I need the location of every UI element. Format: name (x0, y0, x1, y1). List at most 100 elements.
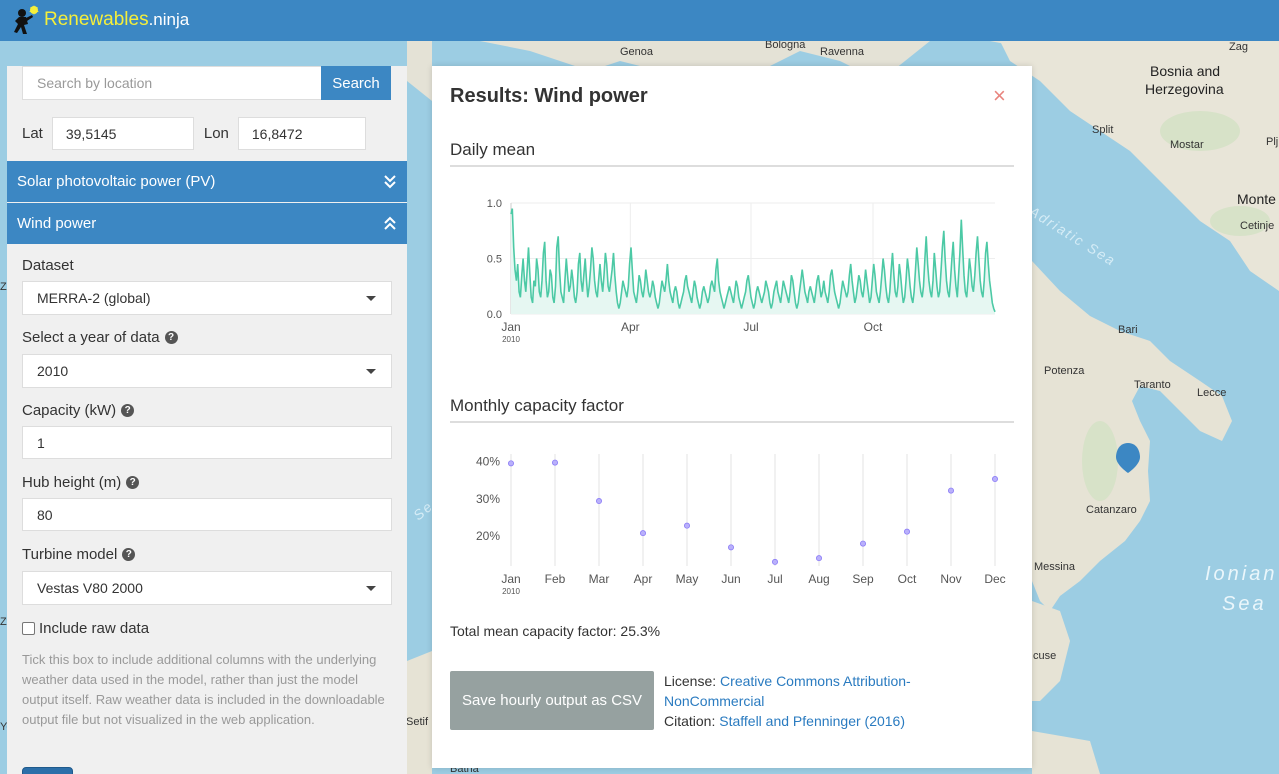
map-label-monte: Monte (1237, 191, 1276, 207)
raw-data-checkbox[interactable] (22, 622, 35, 635)
license-label: License: (664, 673, 717, 689)
monthly-x-year-label: 2010 (502, 587, 520, 596)
daily-x-tick-label: Jan (501, 320, 520, 334)
map-label-sea: Sea (1222, 593, 1267, 615)
help-icon[interactable]: ? (121, 404, 135, 417)
accordion-solar-pv[interactable]: Solar photovoltaic power (PV) (7, 161, 407, 202)
accordion-solar-label: Solar photovoltaic power (PV) (17, 173, 216, 190)
ninja-logo-icon (14, 5, 39, 34)
daily-mean-title: Daily mean (450, 140, 536, 159)
turbine-select[interactable]: Vestas V80 2000 (22, 571, 392, 605)
daily-mean-line (510, 208, 996, 313)
citation-label: Citation: (664, 713, 716, 729)
section-divider (450, 421, 1014, 423)
map-label-bosnia: Bosnia and (1150, 63, 1221, 79)
map-label-bologna: Bologna (765, 41, 806, 51)
monthly-x-tick-label: Jun (721, 572, 740, 586)
accordion-wind-power[interactable]: Wind power (7, 203, 407, 244)
help-icon[interactable]: ? (122, 548, 136, 561)
monthly-x-tick-label: Feb (545, 572, 566, 586)
monthly-x-tick-label: Nov (940, 572, 961, 586)
map-label-setif: Setif (406, 716, 429, 728)
monthly-cf-chart[interactable]: 20% 30% 40% Jan Feb Mar Apr May Jun Jul Aug Sep Oct N… (450, 444, 1014, 606)
daily-x-tick-label: Oct (864, 320, 883, 334)
map-label-batna: Batna (450, 763, 479, 774)
daily-x-year-label: 2010 (502, 335, 520, 344)
lon-label: Lon (203, 125, 229, 142)
map-label-mostar: Mostar (1170, 139, 1204, 151)
map-label-messina: Messina (1034, 561, 1075, 573)
run-button[interactable] (22, 767, 73, 774)
map-label-bari: Bari (1118, 324, 1138, 336)
map-label-cetinje: Cetinje (1240, 220, 1275, 232)
license-info: License: Creative Commons Attribution-No… (664, 671, 984, 731)
map-label-split: Split (1092, 124, 1114, 136)
year-value: 2010 (37, 363, 69, 379)
daily-x-tick-label: Jul (743, 320, 758, 334)
raw-data-label: Include raw data (39, 620, 150, 637)
daily-mean-area (511, 208, 995, 314)
map-label-genoa: Genoa (620, 46, 654, 58)
monthly-x-tick-label: Mar (589, 572, 610, 586)
chevron-double-down-icon (384, 175, 396, 189)
daily-y-tick-label: 1.0 (487, 198, 502, 210)
accordion-wind-label: Wind power (17, 215, 97, 232)
license-link[interactable]: Creative Commons Attribution-NonCommerci… (664, 673, 911, 709)
monthly-y-tick-label: 40% (476, 454, 500, 468)
search-input[interactable] (22, 66, 321, 100)
help-icon[interactable]: ? (164, 331, 178, 344)
monthly-cf-point (639, 530, 646, 537)
monthly-cf-point (947, 487, 954, 494)
help-icon[interactable]: ? (126, 476, 140, 489)
daily-x-tick-label: Apr (621, 320, 640, 334)
map-label-zt: Zt (0, 616, 10, 628)
monthly-cf-point (903, 528, 910, 535)
map-label-ravenna: Ravenna (820, 46, 865, 58)
map-label-ionian: Ionian (1205, 563, 1278, 585)
location-marker (1116, 443, 1140, 473)
lon-input[interactable]: 16,8472 (237, 117, 366, 150)
monthly-cf-point (683, 522, 690, 529)
section-divider (450, 165, 1014, 167)
results-title: Results: Wind power (450, 85, 648, 107)
hub-height-input[interactable]: 80 (22, 498, 392, 531)
map-label-potenza: Potenza (1044, 365, 1085, 377)
monthly-x-tick-label: Apr (634, 572, 653, 586)
monthly-x-tick-label: Sep (852, 572, 874, 586)
search-row: Search (22, 66, 393, 100)
monthly-x-tick-label: Jan (501, 572, 520, 586)
year-select[interactable]: 2010 (22, 354, 392, 388)
map-label-zag: Zag (1229, 41, 1248, 53)
raw-data-option: Include raw data (22, 620, 149, 637)
monthly-y-tick-label: 30% (476, 492, 500, 506)
search-button[interactable]: Search (321, 66, 391, 100)
hub-height-label: Hub height (m)? (22, 474, 140, 491)
dataset-select[interactable]: MERRA-2 (global) (22, 281, 392, 315)
save-csv-button[interactable]: Save hourly output as CSV (450, 671, 654, 730)
close-icon[interactable]: × (993, 83, 1006, 108)
lat-input[interactable]: 39,5145 (51, 117, 194, 150)
daily-mean-chart[interactable]: 0.0 0.5 1.0 Jan Apr Jul Oct 2010 (450, 186, 1014, 351)
citation-link[interactable]: Staffell and Pfenninger (2016) (719, 713, 906, 729)
brand-logo[interactable]: Renewables.ninja (10, 4, 189, 36)
caret-down-icon (366, 586, 376, 591)
monthly-cf-point (552, 459, 559, 466)
dataset-value: MERRA-2 (global) (37, 290, 151, 306)
monthly-x-tick-label: May (676, 572, 699, 586)
results-modal: Results: Wind power × Daily mean 0.0 0.5 1… (432, 66, 1032, 768)
dataset-label: Dataset (22, 257, 74, 274)
capacity-label: Capacity (kW)? (22, 402, 135, 419)
map-land-shapes (0, 41, 1279, 774)
daily-y-tick-label: 0.0 (487, 309, 502, 321)
capacity-input[interactable]: 1 (22, 426, 392, 459)
monthly-cf-point (992, 476, 999, 483)
raw-data-help-text: Tick this box to include additional colu… (22, 652, 385, 727)
map-label-herzegovina: Herzegovina (1145, 81, 1224, 97)
monthly-cf-point (727, 544, 734, 551)
monthly-cf-point (595, 498, 602, 505)
settings-panel: Search Lat 39,5145 Lon 16,8472 Solar pho… (7, 66, 407, 774)
monthly-cf-point (815, 555, 822, 562)
monthly-cf-point (771, 558, 778, 565)
monthly-y-tick-label: 20% (476, 529, 500, 543)
monthly-x-tick-label: Oct (898, 572, 917, 586)
